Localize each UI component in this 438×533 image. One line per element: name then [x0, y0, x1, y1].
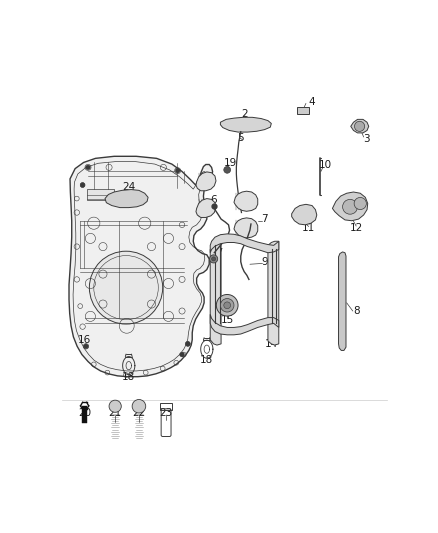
Circle shape — [209, 255, 218, 263]
Text: 16: 16 — [78, 335, 91, 345]
Text: 6: 6 — [210, 195, 217, 205]
Circle shape — [132, 400, 146, 413]
Text: 17: 17 — [210, 248, 224, 258]
Circle shape — [224, 302, 230, 309]
Polygon shape — [292, 204, 317, 225]
Text: 20: 20 — [78, 408, 91, 418]
Text: 1: 1 — [198, 178, 204, 188]
Polygon shape — [220, 117, 271, 132]
Polygon shape — [297, 107, 309, 114]
Text: 22: 22 — [132, 408, 145, 418]
Polygon shape — [332, 192, 368, 221]
Polygon shape — [351, 119, 369, 133]
Bar — [82, 406, 87, 423]
Polygon shape — [69, 156, 212, 377]
Text: 8: 8 — [353, 306, 360, 316]
Text: 15: 15 — [221, 316, 234, 326]
Polygon shape — [339, 252, 346, 350]
Text: 18: 18 — [122, 372, 135, 382]
Text: 2: 2 — [241, 109, 247, 119]
Polygon shape — [196, 172, 216, 191]
Circle shape — [175, 168, 180, 173]
Text: 18: 18 — [200, 356, 213, 365]
Circle shape — [224, 166, 230, 173]
Text: 24: 24 — [122, 182, 135, 192]
Polygon shape — [210, 314, 279, 335]
Text: 11: 11 — [302, 223, 315, 233]
Text: 12: 12 — [350, 223, 363, 233]
Circle shape — [86, 165, 90, 169]
Polygon shape — [234, 191, 258, 211]
Circle shape — [185, 342, 190, 346]
Text: 10: 10 — [319, 159, 332, 169]
Text: 19: 19 — [224, 158, 237, 168]
Polygon shape — [268, 241, 279, 345]
Circle shape — [354, 122, 365, 132]
Polygon shape — [234, 218, 258, 238]
Circle shape — [220, 298, 234, 312]
Circle shape — [216, 295, 238, 316]
Text: 14: 14 — [265, 339, 278, 349]
Polygon shape — [196, 199, 216, 217]
Circle shape — [84, 344, 88, 349]
Text: 5: 5 — [237, 133, 244, 143]
Circle shape — [354, 197, 366, 209]
Circle shape — [89, 251, 162, 324]
Polygon shape — [210, 244, 221, 345]
Bar — [160, 403, 172, 410]
Circle shape — [212, 257, 215, 261]
Polygon shape — [210, 234, 279, 253]
Circle shape — [109, 400, 121, 413]
Text: 3: 3 — [363, 134, 370, 144]
Text: 7: 7 — [261, 214, 268, 224]
Polygon shape — [87, 189, 114, 200]
Text: 4: 4 — [309, 96, 315, 107]
Text: 23: 23 — [159, 408, 173, 418]
Circle shape — [80, 183, 85, 188]
Text: 21: 21 — [109, 408, 122, 418]
Polygon shape — [105, 190, 148, 207]
Text: 9: 9 — [261, 257, 268, 267]
Circle shape — [343, 199, 357, 214]
Circle shape — [180, 352, 184, 357]
